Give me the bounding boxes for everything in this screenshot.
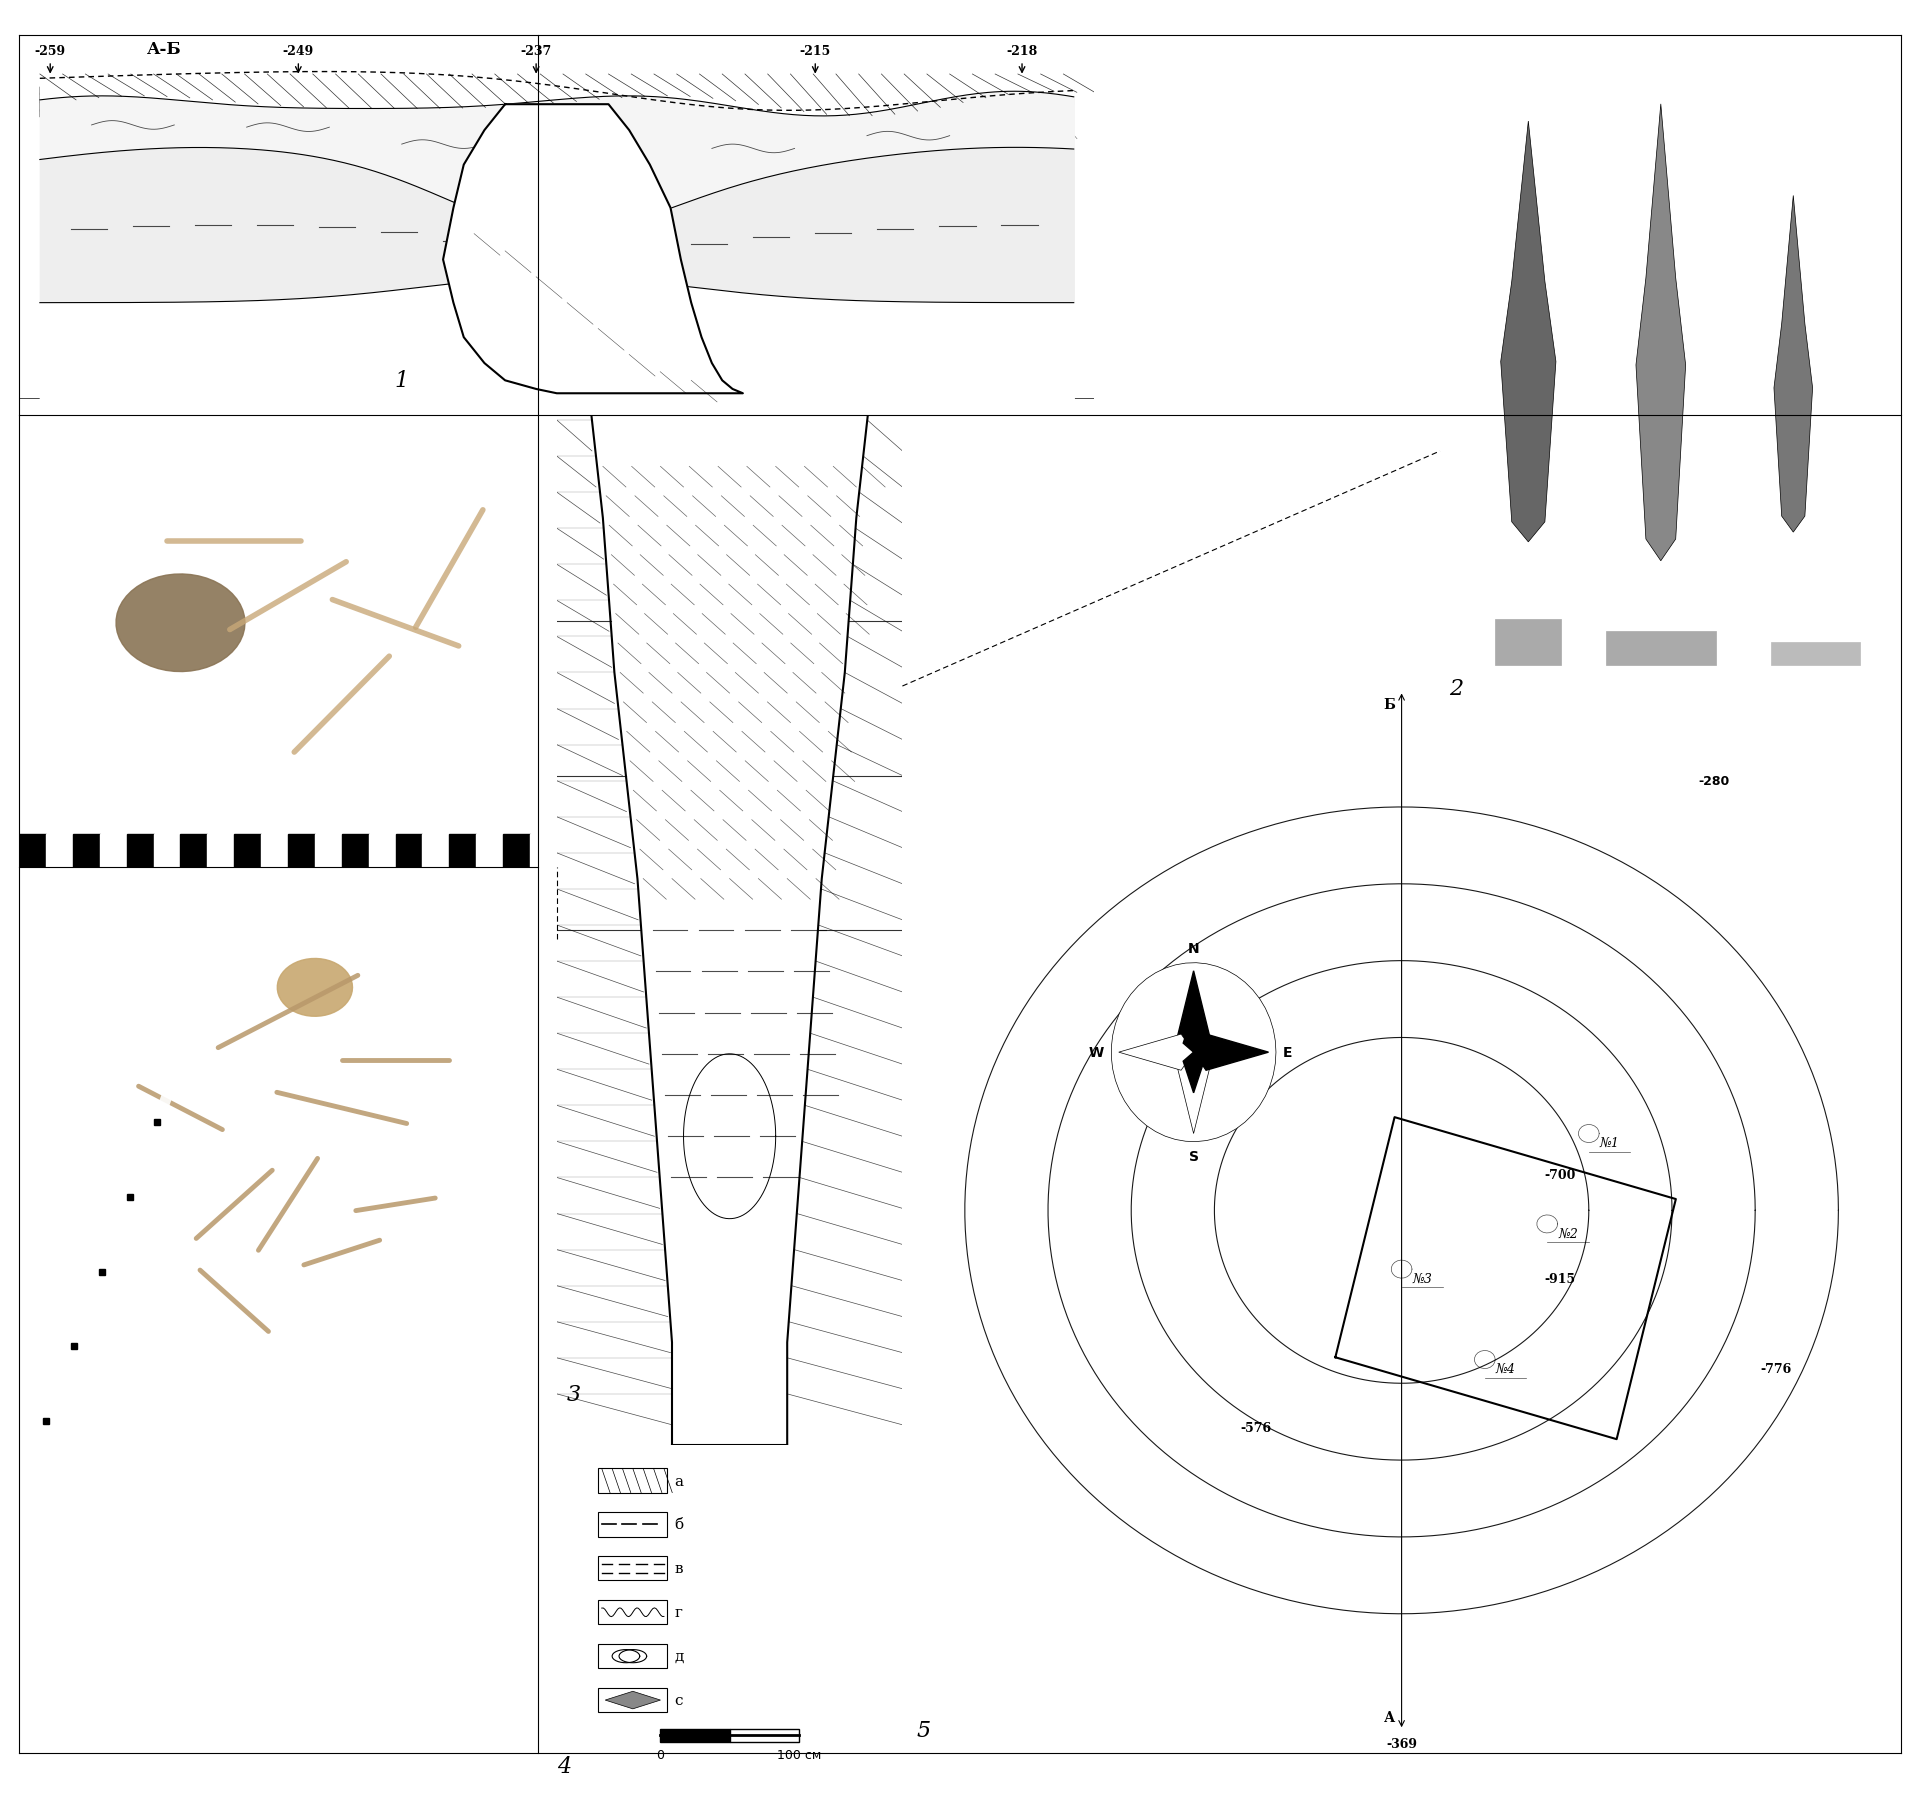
Text: Б: Б xyxy=(1382,698,1396,712)
Polygon shape xyxy=(342,835,369,867)
Polygon shape xyxy=(369,835,396,867)
Polygon shape xyxy=(605,1691,660,1709)
Text: 2: 2 xyxy=(1450,678,1463,699)
Text: №3: №3 xyxy=(1413,1272,1432,1285)
Text: -237: -237 xyxy=(520,45,551,58)
Polygon shape xyxy=(154,835,180,867)
Text: -700: -700 xyxy=(1544,1167,1576,1182)
Polygon shape xyxy=(557,416,672,1446)
Text: а: а xyxy=(674,1475,684,1487)
Text: А: А xyxy=(1384,1709,1394,1724)
Text: -215: -215 xyxy=(799,45,831,58)
Polygon shape xyxy=(1177,1052,1210,1135)
Bar xyxy=(599,1556,668,1581)
Polygon shape xyxy=(476,835,503,867)
Polygon shape xyxy=(396,835,422,867)
Text: в: в xyxy=(674,1561,684,1576)
Bar xyxy=(599,1512,668,1536)
Polygon shape xyxy=(1194,1034,1269,1070)
Polygon shape xyxy=(180,835,207,867)
Text: 0: 0 xyxy=(657,1749,664,1762)
Polygon shape xyxy=(276,960,353,1017)
Bar xyxy=(599,1688,668,1713)
Text: 100 см: 100 см xyxy=(776,1749,822,1762)
Polygon shape xyxy=(660,1729,730,1742)
Polygon shape xyxy=(315,835,342,867)
Polygon shape xyxy=(530,835,557,867)
Polygon shape xyxy=(19,824,557,867)
Polygon shape xyxy=(449,835,476,867)
Text: E: E xyxy=(1283,1046,1292,1059)
Text: S: S xyxy=(1188,1149,1198,1164)
Text: -576: -576 xyxy=(1240,1420,1271,1435)
Polygon shape xyxy=(1183,1012,1204,1052)
Polygon shape xyxy=(422,835,449,867)
Text: -776: -776 xyxy=(1761,1362,1791,1375)
Text: -259: -259 xyxy=(35,45,65,58)
Text: -369: -369 xyxy=(1386,1737,1417,1751)
Text: 4: 4 xyxy=(557,1755,570,1776)
Text: А-Б: А-Б xyxy=(146,42,180,58)
Polygon shape xyxy=(73,835,100,867)
Text: N: N xyxy=(1188,941,1200,956)
Polygon shape xyxy=(234,835,261,867)
Bar xyxy=(599,1644,668,1668)
Text: с: с xyxy=(674,1693,684,1708)
Polygon shape xyxy=(19,835,46,867)
Polygon shape xyxy=(1774,197,1812,533)
Polygon shape xyxy=(503,835,530,867)
Polygon shape xyxy=(1112,963,1277,1142)
Polygon shape xyxy=(40,89,1073,123)
Text: №2: №2 xyxy=(1557,1227,1578,1240)
Text: -218: -218 xyxy=(1006,45,1037,58)
Text: 5: 5 xyxy=(916,1718,931,1742)
Polygon shape xyxy=(1636,105,1686,562)
Text: №4: №4 xyxy=(1496,1362,1515,1375)
Polygon shape xyxy=(100,835,127,867)
Bar xyxy=(599,1601,668,1624)
Text: -280: -280 xyxy=(1697,775,1730,788)
Polygon shape xyxy=(1177,972,1210,1052)
Text: №1: №1 xyxy=(1599,1137,1620,1149)
Polygon shape xyxy=(127,835,154,867)
Text: W: W xyxy=(1089,1046,1104,1059)
Polygon shape xyxy=(115,575,246,672)
Text: 3: 3 xyxy=(566,1382,582,1406)
Polygon shape xyxy=(730,1729,799,1742)
Polygon shape xyxy=(1183,1052,1204,1093)
Polygon shape xyxy=(444,105,743,394)
Polygon shape xyxy=(46,835,73,867)
Text: г: г xyxy=(674,1605,682,1619)
Polygon shape xyxy=(1496,620,1561,665)
Polygon shape xyxy=(1605,631,1716,665)
Polygon shape xyxy=(288,835,315,867)
Bar xyxy=(599,1469,668,1493)
Polygon shape xyxy=(1119,1034,1194,1070)
Text: б: б xyxy=(674,1518,684,1532)
Polygon shape xyxy=(207,835,234,867)
Polygon shape xyxy=(787,416,902,1446)
Polygon shape xyxy=(1770,643,1859,665)
Text: -915: -915 xyxy=(1544,1272,1574,1285)
Polygon shape xyxy=(1501,123,1555,542)
Text: д: д xyxy=(674,1650,684,1662)
Polygon shape xyxy=(261,835,288,867)
Text: -249: -249 xyxy=(282,45,315,58)
Text: 1: 1 xyxy=(396,370,409,392)
